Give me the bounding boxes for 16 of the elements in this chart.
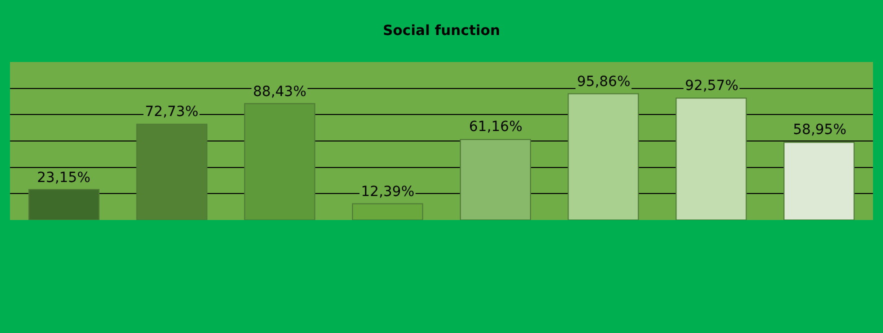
- data-label: 12,39%: [361, 184, 414, 200]
- data-label: 88,43%: [253, 84, 306, 100]
- bar: [244, 103, 316, 220]
- bar: [568, 93, 639, 220]
- data-label: 92,57%: [685, 78, 738, 94]
- data-label: 61,16%: [469, 119, 522, 135]
- bar: [28, 189, 100, 220]
- bar: [460, 138, 531, 220]
- bar: [136, 124, 208, 220]
- data-label: 95,86%: [577, 74, 630, 90]
- data-label: 23,15%: [37, 170, 90, 186]
- bar: [784, 142, 855, 220]
- data-label: 58,95%: [793, 122, 846, 138]
- bar: [676, 98, 747, 220]
- data-label: 72,73%: [145, 104, 198, 120]
- chart-title: Social function: [382, 22, 500, 39]
